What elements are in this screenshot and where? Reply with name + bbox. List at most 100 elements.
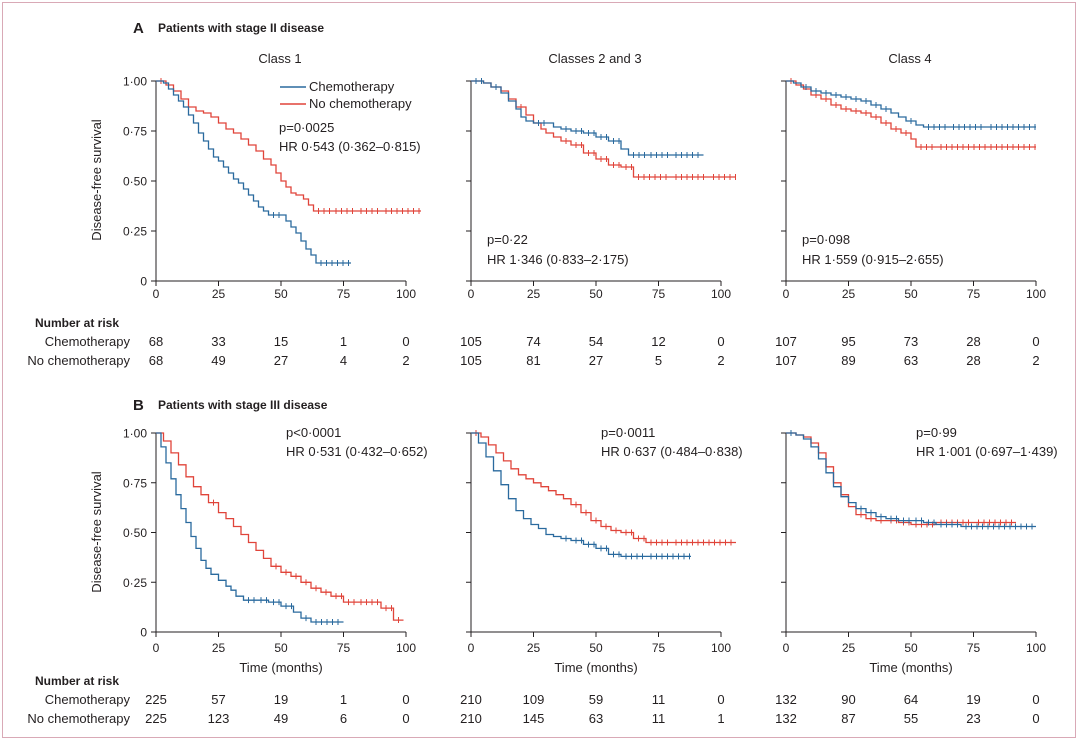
x-tick-label: 0 — [783, 641, 790, 655]
risk-value-chemotherapy: 73 — [904, 334, 918, 349]
risk-value-chemotherapy: 95 — [841, 334, 855, 349]
x-axis-label: Time (months) — [554, 660, 637, 675]
risk-value-no-chemotherapy: 210 — [460, 711, 482, 726]
risk-row-label-nochemo-b: No chemotherapy — [27, 711, 130, 726]
km-curve-chemotherapy — [471, 432, 691, 558]
hazard-ratio-text: HR 1·559 (0·915–2·655) — [802, 252, 944, 267]
risk-value-chemotherapy: 90 — [841, 692, 855, 707]
risk-value-chemotherapy: 33 — [211, 334, 225, 349]
x-tick-label: 100 — [711, 287, 731, 301]
risk-value-no-chemotherapy: 6 — [340, 711, 347, 726]
subtitle-classes-2-3: Classes 2 and 3 — [548, 51, 641, 66]
risk-row-label-nochemo-a: No chemotherapy — [27, 353, 130, 368]
y-tick-label: 0·50 — [123, 526, 147, 540]
km-curve-no-chemotherapy — [156, 432, 404, 621]
risk-value-chemotherapy: 11 — [652, 692, 666, 707]
risk-value-chemotherapy: 19 — [966, 692, 980, 707]
legend: Chemotherapy No chemotherapy — [280, 79, 412, 111]
risk-value-chemotherapy: 107 — [775, 334, 797, 349]
risk-value-no-chemotherapy: 2 — [1032, 353, 1039, 368]
risk-value-no-chemotherapy: 49 — [211, 353, 225, 368]
risk-value-no-chemotherapy: 55 — [904, 711, 918, 726]
x-tick-label: 50 — [589, 287, 603, 301]
risk-value-chemotherapy: 0 — [402, 334, 409, 349]
y-tick-label: 0·50 — [123, 175, 147, 189]
risk-value-chemotherapy: 74 — [526, 334, 540, 349]
plot-stage3-classes23: 0 25 50 75 100 Time (months) p=0·0011 HR 0·637 … — [460, 425, 742, 726]
x-tick-label: 75 — [652, 287, 666, 301]
p-value-text: p=0·0011 — [601, 425, 655, 440]
subtitle-class-4: Class 4 — [888, 51, 931, 66]
y-tick-label: 1·00 — [123, 75, 147, 89]
risk-value-no-chemotherapy: 1 — [717, 711, 724, 726]
y-tick-label: 0 — [140, 275, 147, 289]
x-tick-label: 75 — [337, 641, 351, 655]
hazard-ratio-text: HR 1·001 (0·697–1·439) — [916, 444, 1058, 459]
risk-value-no-chemotherapy: 63 — [904, 353, 918, 368]
km-curve-chemotherapy — [786, 432, 1036, 528]
y-axis-label-bottom: Disease-free survival — [89, 471, 104, 592]
y-tick-label: 0·75 — [123, 125, 147, 139]
km-curve-no-chemotherapy — [471, 432, 736, 544]
hazard-ratio-text: HR 1·346 (0·833–2·175) — [487, 252, 629, 267]
x-tick-label: 50 — [904, 287, 918, 301]
risk-value-chemotherapy: 64 — [904, 692, 918, 707]
y-tick-label: 0·25 — [123, 225, 147, 239]
risk-value-chemotherapy: 0 — [1032, 334, 1039, 349]
risk-value-no-chemotherapy: 132 — [775, 711, 797, 726]
x-tick-label: 0 — [153, 641, 160, 655]
x-tick-label: 100 — [396, 287, 416, 301]
risk-value-no-chemotherapy: 225 — [145, 711, 167, 726]
x-axis-label: Time (months) — [239, 660, 322, 675]
risk-value-no-chemotherapy: 23 — [966, 711, 980, 726]
risk-value-chemotherapy: 15 — [274, 334, 288, 349]
x-tick-label: 0 — [153, 287, 160, 301]
x-tick-label: 0 — [783, 287, 790, 301]
risk-value-chemotherapy: 19 — [274, 692, 288, 707]
y-tick-label: 1·00 — [123, 427, 147, 441]
risk-value-no-chemotherapy: 49 — [274, 711, 288, 726]
km-curve-no-chemotherapy — [786, 80, 1036, 148]
risk-heading-a: Number at risk — [35, 316, 119, 330]
risk-value-no-chemotherapy: 0 — [402, 711, 409, 726]
risk-value-chemotherapy: 54 — [589, 334, 603, 349]
p-value-text: p=0·22 — [487, 232, 528, 247]
risk-value-chemotherapy: 57 — [211, 692, 225, 707]
panel-b-title: Patients with stage III disease — [158, 398, 328, 412]
risk-value-no-chemotherapy: 123 — [208, 711, 230, 726]
risk-value-no-chemotherapy: 63 — [589, 711, 603, 726]
risk-value-no-chemotherapy: 28 — [966, 353, 980, 368]
km-curve-no-chemotherapy — [471, 80, 736, 178]
km-curve-chemotherapy — [156, 432, 344, 623]
x-tick-label: 75 — [967, 287, 981, 301]
km-curve-chemotherapy — [156, 80, 351, 264]
x-tick-label: 25 — [212, 287, 226, 301]
risk-value-no-chemotherapy: 107 — [775, 353, 797, 368]
panel-a-letter: A — [133, 20, 144, 37]
risk-value-chemotherapy: 0 — [1032, 692, 1039, 707]
risk-value-chemotherapy: 210 — [460, 692, 482, 707]
risk-row-label-chemo-a: Chemotherapy — [45, 334, 131, 349]
p-value-text: p=0·99 — [916, 425, 957, 440]
x-tick-label: 100 — [1026, 641, 1046, 655]
risk-value-no-chemotherapy: 11 — [652, 711, 666, 726]
x-tick-label: 50 — [274, 287, 288, 301]
p-value-text: p=0·098 — [802, 232, 850, 247]
risk-value-chemotherapy: 132 — [775, 692, 797, 707]
risk-value-chemotherapy: 1 — [340, 692, 347, 707]
x-tick-label: 25 — [212, 641, 226, 655]
x-tick-label: 75 — [967, 641, 981, 655]
risk-value-no-chemotherapy: 81 — [526, 353, 540, 368]
risk-value-chemotherapy: 12 — [651, 334, 665, 349]
risk-value-chemotherapy: 109 — [523, 692, 545, 707]
panel-b-letter: B — [133, 397, 144, 414]
risk-value-chemotherapy: 0 — [402, 692, 409, 707]
hazard-ratio-text: HR 0·531 (0·432–0·652) — [286, 444, 428, 459]
x-tick-label: 25 — [842, 287, 856, 301]
risk-value-chemotherapy: 0 — [717, 334, 724, 349]
x-tick-label: 100 — [396, 641, 416, 655]
